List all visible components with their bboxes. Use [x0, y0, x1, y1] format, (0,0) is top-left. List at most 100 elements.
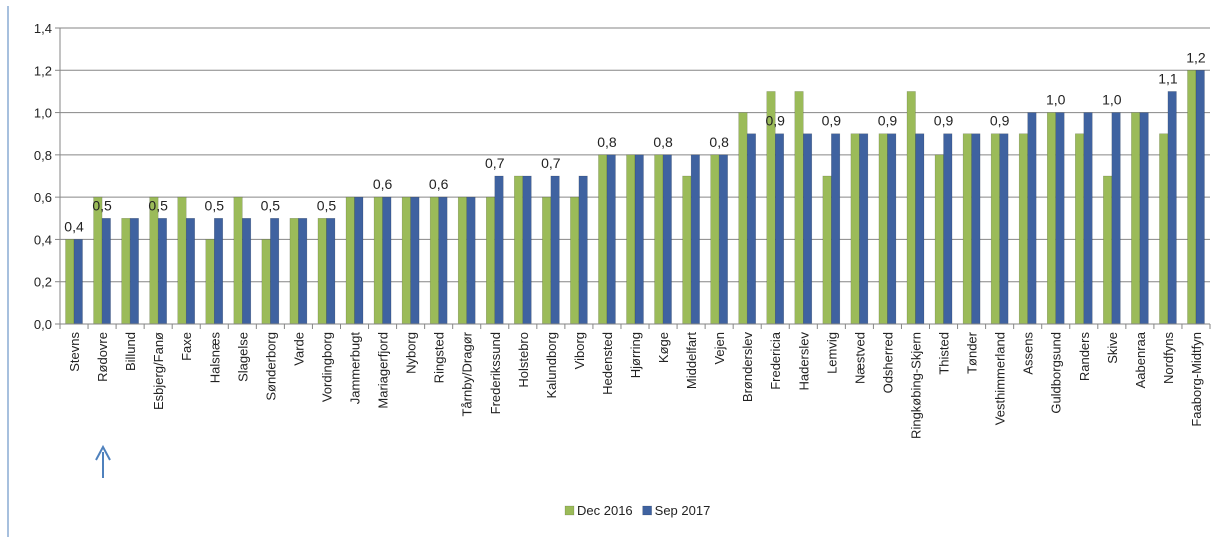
- data-label: 0,6: [373, 176, 393, 192]
- bar: [774, 133, 784, 325]
- data-label: 0,7: [485, 155, 505, 171]
- bar: [494, 175, 504, 325]
- bar: [654, 154, 664, 325]
- y-tick-label: 0,8: [34, 148, 52, 163]
- bar: [1111, 112, 1121, 325]
- bar: [738, 112, 748, 325]
- bar: [1027, 112, 1037, 325]
- x-tick-label: Sønderborg: [263, 332, 278, 401]
- bar: [578, 175, 588, 325]
- bar: [570, 196, 580, 325]
- x-tick-label: Haderslev: [796, 332, 811, 391]
- bar: [177, 196, 187, 325]
- y-tick-label: 1,2: [34, 63, 52, 78]
- legend-swatch: [642, 505, 652, 516]
- bar: [626, 154, 636, 325]
- data-label: 1,1: [1158, 70, 1178, 86]
- bar: [1159, 133, 1169, 325]
- x-tick-label: Guldborgsund: [1049, 332, 1064, 414]
- x-tick-label: Tønder: [965, 331, 980, 374]
- x-tick-label: Randers: [1077, 332, 1092, 382]
- bar: [971, 133, 981, 325]
- bar: [270, 218, 280, 325]
- x-tick-label: Nyborg: [404, 332, 419, 374]
- data-label: 0,8: [653, 134, 673, 150]
- x-tick-label: Vesthimmerland: [993, 332, 1008, 425]
- bar: [803, 133, 813, 325]
- x-tick-label: Jammerbugt: [348, 332, 363, 405]
- data-label: 0,8: [709, 134, 729, 150]
- bar: [317, 218, 327, 325]
- bar: [859, 133, 869, 325]
- x-tick-label: Assens: [1021, 332, 1036, 375]
- bar: [261, 239, 271, 325]
- bar: [887, 133, 897, 325]
- x-tick-label: Hedensted: [600, 332, 615, 395]
- bar: [129, 218, 139, 325]
- x-tick-label: Esbjerg/Fanø: [151, 332, 166, 410]
- bar: [1103, 175, 1113, 325]
- annotation-arrow: [95, 444, 111, 478]
- bar: [101, 218, 111, 325]
- bar: [794, 91, 804, 325]
- x-tick-label: Varde: [291, 332, 306, 366]
- x-tick-label: Faxe: [179, 332, 194, 361]
- bar: [457, 196, 467, 325]
- bar: [522, 175, 532, 325]
- bar: [550, 175, 560, 325]
- bar: [1075, 133, 1085, 325]
- bar: [65, 239, 75, 325]
- bar: [373, 196, 383, 325]
- x-tick-label: Ringsted: [432, 332, 447, 383]
- x-tick-label: Brønderslev: [740, 332, 755, 403]
- x-tick-label: Fredericia: [768, 331, 783, 390]
- bar: [878, 133, 888, 325]
- x-tick-label: Næstved: [852, 332, 867, 384]
- data-label: 0,5: [205, 197, 225, 213]
- x-tick-label: Halsnæs: [207, 332, 222, 384]
- x-tick-label: Faaborg-Midtfyn: [1189, 332, 1204, 427]
- bar: [298, 218, 308, 325]
- data-label: 0,4: [64, 218, 84, 234]
- bar: [149, 196, 159, 325]
- data-label: 1,0: [1046, 92, 1066, 108]
- bar: [514, 175, 524, 325]
- bar: [1131, 112, 1141, 325]
- bar: [157, 218, 167, 325]
- bar: [822, 175, 832, 325]
- x-tick-label: Stevns: [67, 332, 82, 372]
- y-tick-label: 0,0: [34, 317, 52, 332]
- data-label: 0,5: [317, 197, 337, 213]
- x-tick-label: Ringkøbing-Skjern: [908, 332, 923, 439]
- bar: [598, 154, 608, 325]
- bar: [934, 154, 944, 325]
- bar: [690, 154, 700, 325]
- bar: [214, 218, 224, 325]
- bar: [429, 196, 439, 325]
- bar: [354, 196, 364, 325]
- bar: [718, 154, 728, 325]
- data-label: 0,5: [148, 197, 168, 213]
- bar: [746, 133, 756, 325]
- x-tick-label: Slagelse: [235, 332, 250, 382]
- x-tick-label: Frederikssund: [488, 332, 503, 414]
- data-label: 0,9: [934, 113, 954, 129]
- x-tick-label: Vejen: [712, 332, 727, 365]
- bar: [990, 133, 1000, 325]
- bar: [1018, 133, 1028, 325]
- bar: [831, 133, 841, 325]
- x-tick-label: Holstebro: [516, 332, 531, 388]
- data-label: 1,2: [1186, 49, 1206, 65]
- bar: [634, 154, 644, 325]
- bar: [1055, 112, 1065, 325]
- data-label: 0,7: [541, 155, 561, 171]
- data-label: 0,9: [990, 113, 1010, 129]
- data-label: 0,5: [92, 197, 112, 213]
- bar: [710, 154, 720, 325]
- x-tick-label: Billund: [123, 332, 138, 371]
- x-tick-label: Lemvig: [824, 332, 839, 374]
- data-label: 0,9: [878, 113, 898, 129]
- legend-label: Sep 2017: [655, 503, 711, 518]
- x-tick-label: Tårnby/Dragør: [460, 331, 475, 416]
- x-tick-label: Rødovre: [95, 332, 110, 382]
